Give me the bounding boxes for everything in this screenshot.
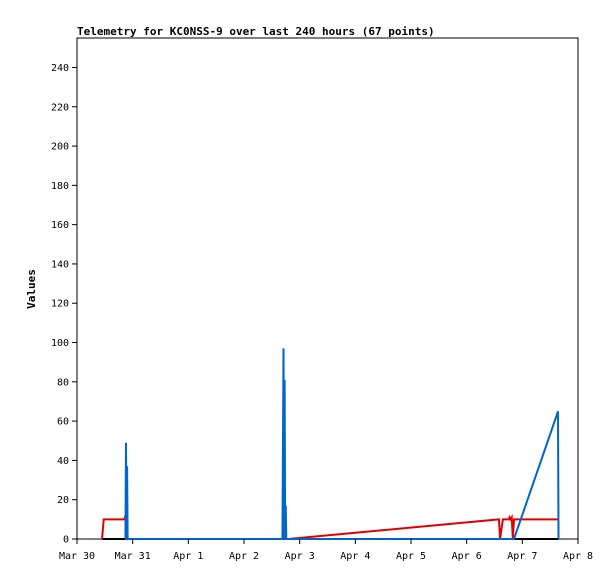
y-tick-label: 60	[57, 417, 69, 428]
y-tick-label: 220	[51, 102, 69, 113]
y-tick-label: 40	[57, 456, 69, 467]
x-tick-label: Apr 5	[396, 551, 426, 562]
y-tick-label: 80	[57, 377, 69, 388]
y-axis-ticks: 0 20 40 60 80 100 120 140 160 180 200 220 240	[51, 63, 77, 546]
y-tick-label: 200	[51, 142, 69, 153]
series-layer	[101, 348, 560, 540]
y-tick-label: 140	[51, 259, 69, 270]
y-tick-label: 160	[51, 220, 69, 231]
x-tick-label: Mar 31	[115, 551, 151, 562]
y-tick-label: 100	[51, 338, 69, 349]
y-tick-label: 240	[51, 63, 69, 74]
y-tick-label: 0	[63, 535, 69, 546]
x-tick-label: Apr 7	[507, 551, 537, 562]
y-tick-label: 20	[57, 495, 69, 506]
x-tick-label: Mar 30	[59, 551, 95, 562]
x-tick-label: Apr 6	[452, 551, 482, 562]
x-tick-label: Apr 1	[173, 551, 203, 562]
chart-title: Telemetry for KC0NSS-9 over last 240 hou…	[77, 25, 435, 38]
y-axis-label: Values	[25, 269, 38, 309]
x-axis-ticks: Mar 30 Mar 31 Apr 1 Apr 2 Apr 3 Apr 4 Apr 5 Apr…	[59, 539, 593, 562]
series-line-3	[124, 348, 560, 540]
x-tick-label: Apr 3	[285, 551, 315, 562]
x-tick-label: Apr 2	[229, 551, 259, 562]
y-tick-label: 120	[51, 299, 69, 310]
x-tick-label: Apr 4	[340, 551, 370, 562]
y-tick-label: 180	[51, 181, 69, 192]
x-tick-label: Apr 8	[563, 551, 593, 562]
